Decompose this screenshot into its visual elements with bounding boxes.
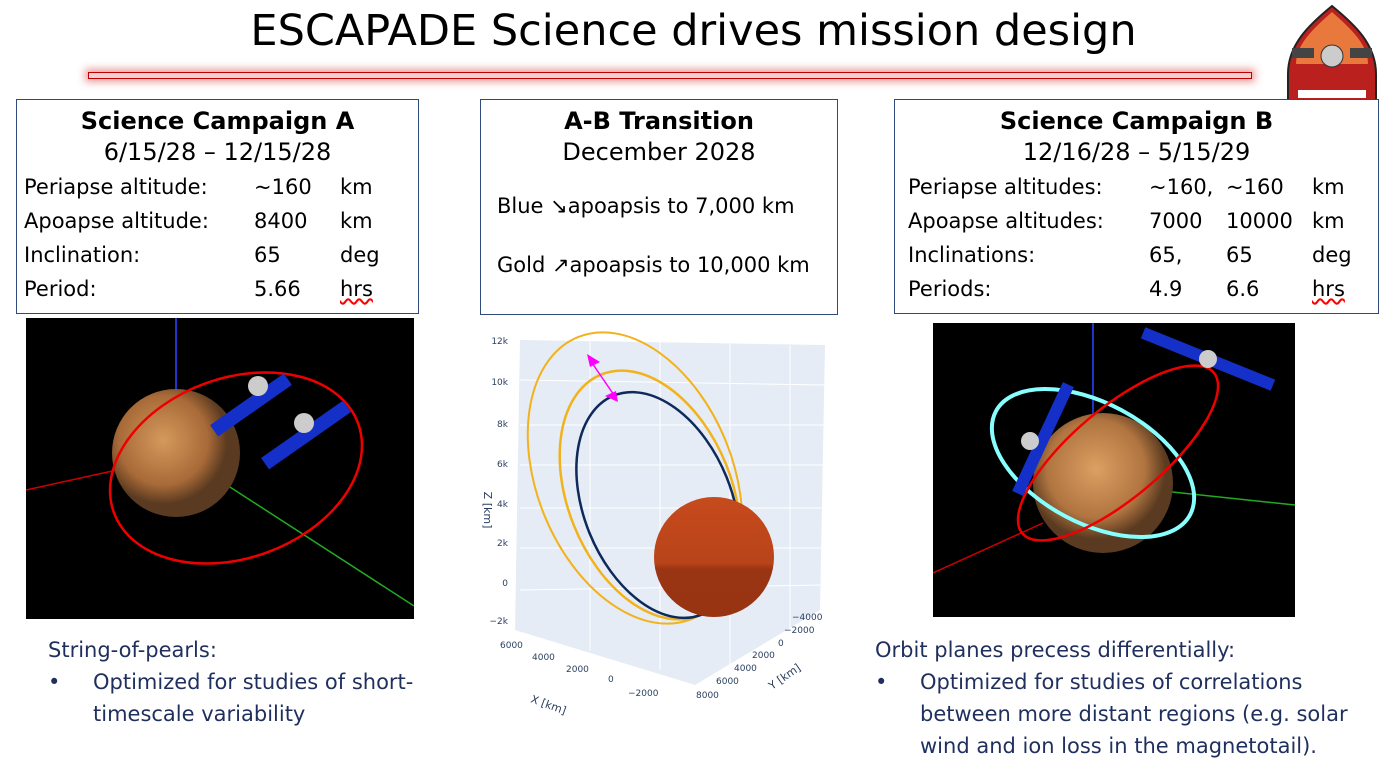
spacecraft-icon — [1012, 382, 1074, 496]
campaign-a-heading: Science Campaign A — [80, 107, 355, 135]
y-tick: −4000 — [792, 613, 823, 623]
transition-date: December 2028 — [562, 138, 756, 166]
z-tick: 6k — [497, 460, 509, 470]
spacecraft-icon — [1140, 327, 1276, 391]
y-tick: 0 — [778, 639, 784, 649]
x-tick: 4000 — [532, 653, 555, 663]
param-row: Periapse altitudes: ~160, ~160 km — [908, 175, 1345, 199]
param-row: Inclination: 65 deg — [24, 243, 380, 267]
bullet: • — [875, 670, 888, 694]
param-row: Inclinations: 65, 65 deg — [908, 243, 1352, 267]
transition-arrow-icon — [587, 354, 618, 402]
y-tick: 6000 — [716, 677, 739, 687]
y-axis-label: Y [km] — [765, 661, 803, 693]
campaign-b-heading: Science Campaign B — [999, 107, 1274, 135]
right-note-text: Optimized for studies of correlations be… — [920, 670, 1348, 758]
campaign-a-dates: 6/15/28 – 12/15/28 — [103, 138, 332, 166]
slide-title: ESCAPADE Science drives mission design — [250, 6, 1137, 56]
bullet: • — [48, 670, 61, 694]
x-tick: 0 — [608, 675, 614, 685]
param-row: Periapse altitude: ~160 km — [24, 175, 373, 199]
orbit-3d-plot: 12k 10k 8k 6k 4k 2k 0 −2k Z [km] 6000 40… — [470, 330, 840, 725]
y-tick: −2000 — [784, 626, 815, 636]
z-tick: 0 — [502, 579, 508, 589]
param-row: Period: 5.66 hrs — [24, 277, 373, 301]
left-note-heading: String-of-pearls: — [48, 638, 217, 662]
y-tick: 4000 — [734, 664, 757, 674]
campaign-a-render — [25, 318, 415, 619]
spacecraft-icon — [210, 373, 292, 437]
transition-heading: A-B Transition — [564, 107, 754, 135]
transition-box: A-B Transition December 2028 Blue ↘apoap… — [480, 99, 838, 315]
mars-sphere — [654, 497, 774, 617]
x-tick: 6000 — [500, 641, 523, 651]
left-note-text: Optimized for studies of short-timescale… — [93, 670, 414, 726]
z-tick: −2k — [490, 617, 509, 627]
spacecraft-icon — [261, 400, 351, 470]
z-tick: 2k — [497, 539, 509, 549]
transition-blue: Blue ↘apoapsis to 7,000 km — [497, 194, 795, 218]
z-tick: 12k — [491, 337, 508, 347]
right-note-heading: Orbit planes precess differentially: — [875, 638, 1236, 662]
y-tick: 8000 — [696, 691, 719, 701]
title-underline — [88, 72, 1252, 79]
param-row: Apoapse altitudes: 7000 10000 km — [908, 209, 1345, 233]
param-row: Apoapse altitude: 8400 km — [24, 209, 373, 233]
escapade-logo — [1284, 4, 1380, 108]
y-tick: 2000 — [752, 651, 775, 661]
right-note: Orbit planes precess differentially: • Op… — [875, 634, 1380, 762]
campaign-b-render — [932, 323, 1296, 617]
z-tick: 8k — [497, 420, 509, 430]
x-axis-label: X [km] — [529, 693, 568, 718]
campaign-b-box: Science Campaign B 12/16/28 – 5/15/29 Pe… — [894, 99, 1379, 314]
campaign-b-dates: 12/16/28 – 5/15/29 — [1022, 138, 1251, 166]
left-note: String-of-pearls: • Optimized for studies… — [48, 634, 428, 730]
z-axis-label: Z [km] — [481, 492, 494, 529]
param-row: Periods: 4.9 6.6 hrs — [908, 277, 1345, 301]
campaign-a-box: Science Campaign A 6/15/28 – 12/15/28 Pe… — [16, 99, 419, 314]
x-tick: 2000 — [566, 665, 589, 675]
z-tick: 4k — [497, 500, 509, 510]
z-tick: 10k — [491, 378, 508, 388]
x-tick: −2000 — [628, 689, 659, 699]
transition-gold: Gold ↗apoapsis to 10,000 km — [497, 253, 810, 277]
